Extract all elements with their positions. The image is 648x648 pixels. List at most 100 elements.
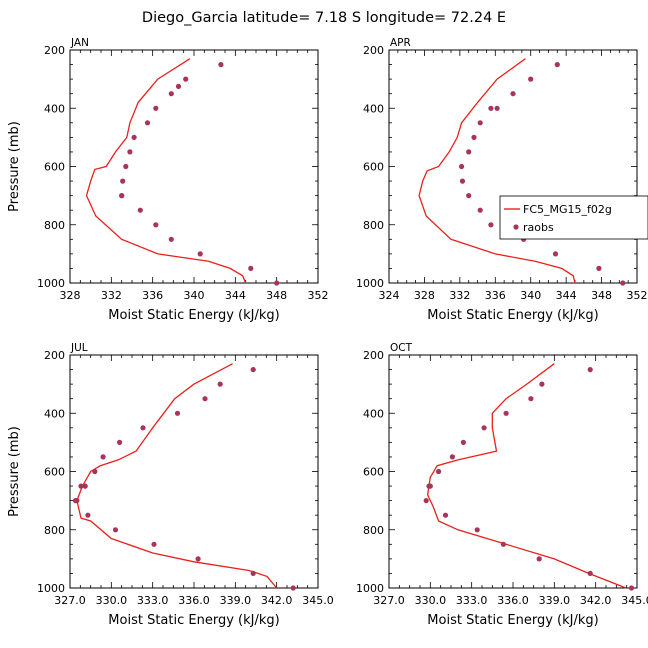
- raobs-point: [539, 381, 545, 387]
- y-tick-label: 400: [363, 407, 384, 420]
- model-series-line: [418, 58, 576, 284]
- raobs-point: [471, 134, 477, 140]
- raobs-point: [488, 105, 494, 111]
- raobs-point: [85, 512, 91, 518]
- model-series-line: [85, 58, 247, 284]
- y-tick-label: 200: [363, 349, 384, 362]
- raobs-point: [459, 178, 466, 184]
- raobs-point: [92, 468, 98, 475]
- y-tick-label: 400: [44, 407, 65, 420]
- raobs-point: [197, 251, 203, 257]
- raobs-point: [78, 483, 84, 489]
- x-tick-label: 339.0: [539, 594, 571, 607]
- raobs-point: [423, 498, 429, 504]
- x-tick-label: 342.0: [261, 594, 293, 607]
- x-tick-label: 336.0: [497, 594, 529, 607]
- raobs-point: [554, 62, 560, 68]
- raobs-point: [151, 541, 157, 547]
- raobs-point: [474, 527, 480, 533]
- x-tick-label: 328: [414, 289, 435, 302]
- x-axis-label: Moist Static Energy (kJ/kg): [427, 613, 598, 628]
- raobs-point: [628, 585, 635, 591]
- x-tick-label: 336.0: [178, 594, 210, 607]
- raobs-point: [488, 222, 494, 228]
- x-tick-label: 328: [60, 289, 81, 302]
- raobs-point: [248, 265, 254, 271]
- raobs-point: [140, 425, 146, 431]
- x-tick-label: 330.0: [96, 594, 128, 607]
- x-tick-label: 336: [485, 289, 506, 302]
- raobs-point: [436, 468, 442, 475]
- raobs-point: [153, 222, 159, 228]
- raobs-point: [596, 265, 602, 271]
- raobs-point: [217, 381, 223, 387]
- x-tick-label: 332: [449, 289, 470, 302]
- raobs-point: [250, 367, 256, 373]
- raobs-point: [168, 91, 174, 97]
- raobs-point: [218, 62, 224, 68]
- raobs-point: [250, 570, 256, 577]
- panel-oct: OCT 327.0 330.0 333.0 336.0 339.0 342.0 345.0 20…: [356, 342, 648, 628]
- x-tick-label: 344: [556, 289, 577, 302]
- y-tick-label: 1000: [356, 582, 384, 595]
- x-tick-label: 327.0: [54, 594, 86, 607]
- raobs-point: [620, 280, 626, 286]
- y-tick-label: 200: [44, 349, 65, 362]
- y-tick-label: 800: [44, 524, 65, 537]
- raobs-point: [503, 410, 509, 416]
- plot-frame: [388, 354, 638, 589]
- raobs-point: [510, 91, 516, 97]
- plot-frame: [69, 354, 319, 589]
- raobs-point: [290, 585, 296, 591]
- y-axis-label: Pressure (mb): [7, 121, 22, 212]
- raobs-point: [195, 556, 201, 562]
- legend-model-label: FC5_MG15_f02g: [523, 203, 612, 216]
- x-tick-label: 339.0: [220, 594, 252, 607]
- x-tick-label: 352: [308, 289, 329, 302]
- y-tick-label: 1000: [37, 582, 65, 595]
- x-tick-label: 345.0: [621, 594, 648, 607]
- y-tick-label: 200: [363, 44, 384, 57]
- y-tick-label: 600: [363, 161, 384, 174]
- raobs-point: [466, 193, 472, 199]
- raobs-point: [174, 410, 181, 416]
- panel-apr: APR 324 328 332 336 340 344 348 352 200 400 600 800 1…: [356, 37, 648, 323]
- raobs-point: [168, 236, 174, 242]
- y-tick-label: 1000: [356, 277, 384, 290]
- y-tick-label: 1000: [37, 277, 65, 290]
- panel-month-label: JUL: [70, 342, 88, 354]
- raobs-point: [120, 178, 126, 184]
- model-series-line: [76, 363, 278, 589]
- raobs-point: [449, 454, 455, 460]
- raobs-point: [137, 207, 143, 213]
- x-tick-label: 342.0: [580, 594, 612, 607]
- y-tick-label: 400: [363, 102, 384, 115]
- raobs-point: [552, 251, 559, 257]
- raobs-point: [119, 193, 125, 199]
- y-tick-label: 600: [363, 466, 384, 479]
- raobs-point: [127, 149, 133, 155]
- raobs-point: [477, 207, 483, 213]
- raobs-point: [528, 396, 534, 402]
- x-tick-label: 348: [266, 289, 287, 302]
- raobs-point: [460, 439, 466, 445]
- x-tick-label: 336: [142, 289, 163, 302]
- y-tick-label: 600: [44, 161, 65, 174]
- x-tick-label: 333.0: [137, 594, 169, 607]
- raobs-point: [536, 556, 542, 562]
- x-tick-label: 324: [379, 289, 400, 302]
- raobs-point: [72, 498, 79, 504]
- raobs-point: [481, 425, 487, 431]
- x-axis-label: Moist Static Energy (kJ/kg): [427, 308, 598, 323]
- x-axis-label: Moist Static Energy (kJ/kg): [108, 308, 279, 323]
- x-tick-label: 330.0: [415, 594, 447, 607]
- raobs-point: [442, 512, 449, 518]
- raobs-point: [426, 483, 432, 489]
- x-tick-label: 332: [101, 289, 122, 302]
- y-axis-label: Pressure (mb): [7, 426, 22, 517]
- raobs-point: [459, 163, 465, 170]
- x-tick-label: 352: [627, 289, 648, 302]
- x-tick-label: 345.0: [302, 594, 334, 607]
- panel-month-label: APR: [390, 37, 411, 49]
- legend-obs-swatch: [513, 224, 519, 230]
